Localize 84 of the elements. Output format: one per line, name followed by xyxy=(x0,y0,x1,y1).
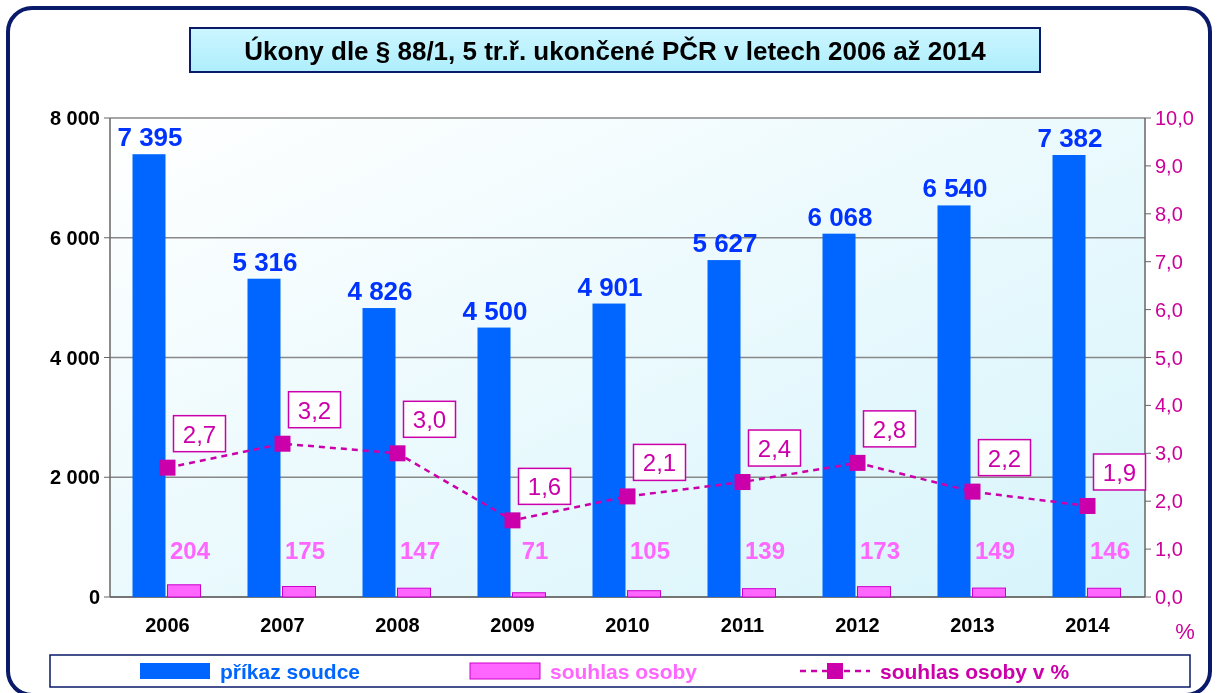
bar xyxy=(247,278,281,597)
y2-tick-label: 5,0 xyxy=(1155,346,1183,369)
data-label: 5 627 xyxy=(692,228,758,259)
data-label: 149 xyxy=(974,537,1016,564)
bar xyxy=(627,590,661,598)
point xyxy=(619,488,636,505)
bar xyxy=(397,587,431,598)
bar xyxy=(477,327,511,597)
y-tick-label: 8 000 xyxy=(49,107,100,129)
data-label: 7 395 xyxy=(117,122,183,153)
data-label: 139 xyxy=(744,537,786,564)
y-tick-label: 6 000 xyxy=(49,226,100,249)
bar xyxy=(937,205,971,597)
point xyxy=(734,474,751,491)
y2-tick-label: 0,0 xyxy=(1155,586,1183,608)
y-tick-label: 0 xyxy=(88,586,100,608)
bar xyxy=(1087,587,1121,598)
y2-tick-label: 1,0 xyxy=(1155,538,1183,561)
data-label: 5 316 xyxy=(232,246,298,277)
x-tick-label: 2010 xyxy=(605,614,650,636)
bar xyxy=(362,308,396,597)
data-label: 2,1 xyxy=(642,449,677,477)
x-tick-label: 2012 xyxy=(835,614,880,636)
x-tick-label: 2014 xyxy=(1065,614,1111,636)
y2-tick-label: 7,0 xyxy=(1155,250,1183,273)
x-tick-label: 2009 xyxy=(490,614,535,636)
x-tick-label: 2013 xyxy=(950,614,995,636)
bar xyxy=(132,154,166,597)
data-label: 147 xyxy=(399,537,441,564)
bar xyxy=(167,584,201,598)
data-label: 4 826 xyxy=(347,276,413,307)
data-label: 1,6 xyxy=(527,473,562,501)
y-tick-label: 4 000 xyxy=(49,346,100,369)
y2-tick-label: 6,0 xyxy=(1155,298,1183,321)
point xyxy=(389,445,406,462)
point xyxy=(159,459,176,476)
x-tick-label: 2006 xyxy=(145,614,190,636)
data-label: 2,8 xyxy=(872,415,907,443)
data-label: 1,9 xyxy=(1102,458,1137,486)
data-label: 3,0 xyxy=(412,406,447,434)
bar xyxy=(742,588,776,598)
data-label: 71 xyxy=(521,537,549,564)
y2-tick-label: 3,0 xyxy=(1155,442,1183,465)
data-label: 105 xyxy=(629,537,671,564)
point xyxy=(504,512,521,529)
data-label: 6 068 xyxy=(807,201,873,232)
bar xyxy=(822,233,856,597)
data-label: 2,4 xyxy=(757,435,792,463)
data-label: 2,7 xyxy=(182,420,217,448)
bar xyxy=(707,260,741,597)
data-label: 175 xyxy=(284,537,326,564)
data-label: 3,2 xyxy=(297,396,332,424)
x-tick-label: 2007 xyxy=(260,614,305,636)
chart-title: Úkony dle § 88/1, 5 tr.ř. ukončené PČR v letech 2006 až 2014 xyxy=(244,36,987,66)
y2-tick-label: 10,0 xyxy=(1155,107,1194,129)
point xyxy=(1079,497,1096,514)
data-label: 6 540 xyxy=(922,173,988,204)
legend-label: souhlas osoby v % xyxy=(880,660,1070,683)
bar xyxy=(857,586,891,598)
bar xyxy=(1052,155,1086,597)
y-tick-label: 2 000 xyxy=(49,466,100,489)
point xyxy=(274,435,291,452)
y2-axis-title: % xyxy=(1175,619,1195,644)
y2-tick-label: 2,0 xyxy=(1155,490,1183,513)
bar xyxy=(592,303,626,597)
y2-tick-label: 8,0 xyxy=(1155,202,1183,225)
data-label: 4 901 xyxy=(577,271,643,302)
y2-tick-label: 4,0 xyxy=(1155,394,1183,417)
bar xyxy=(282,586,316,598)
data-label: 146 xyxy=(1089,537,1131,564)
point xyxy=(849,454,866,471)
y2-tick-label: 9,0 xyxy=(1155,154,1183,177)
legend-label: příkaz soudce xyxy=(220,660,361,683)
x-tick-label: 2008 xyxy=(375,614,420,636)
data-label: 4 500 xyxy=(462,295,528,326)
legend-label: souhlas osoby xyxy=(550,660,698,683)
data-label: 2,2 xyxy=(987,444,1022,472)
bar xyxy=(512,592,546,598)
x-tick-label: 2011 xyxy=(720,614,765,636)
point xyxy=(964,483,981,500)
bar xyxy=(972,587,1006,598)
data-label: 173 xyxy=(859,537,901,564)
data-label: 204 xyxy=(169,536,211,564)
data-label: 7 382 xyxy=(1037,123,1103,153)
